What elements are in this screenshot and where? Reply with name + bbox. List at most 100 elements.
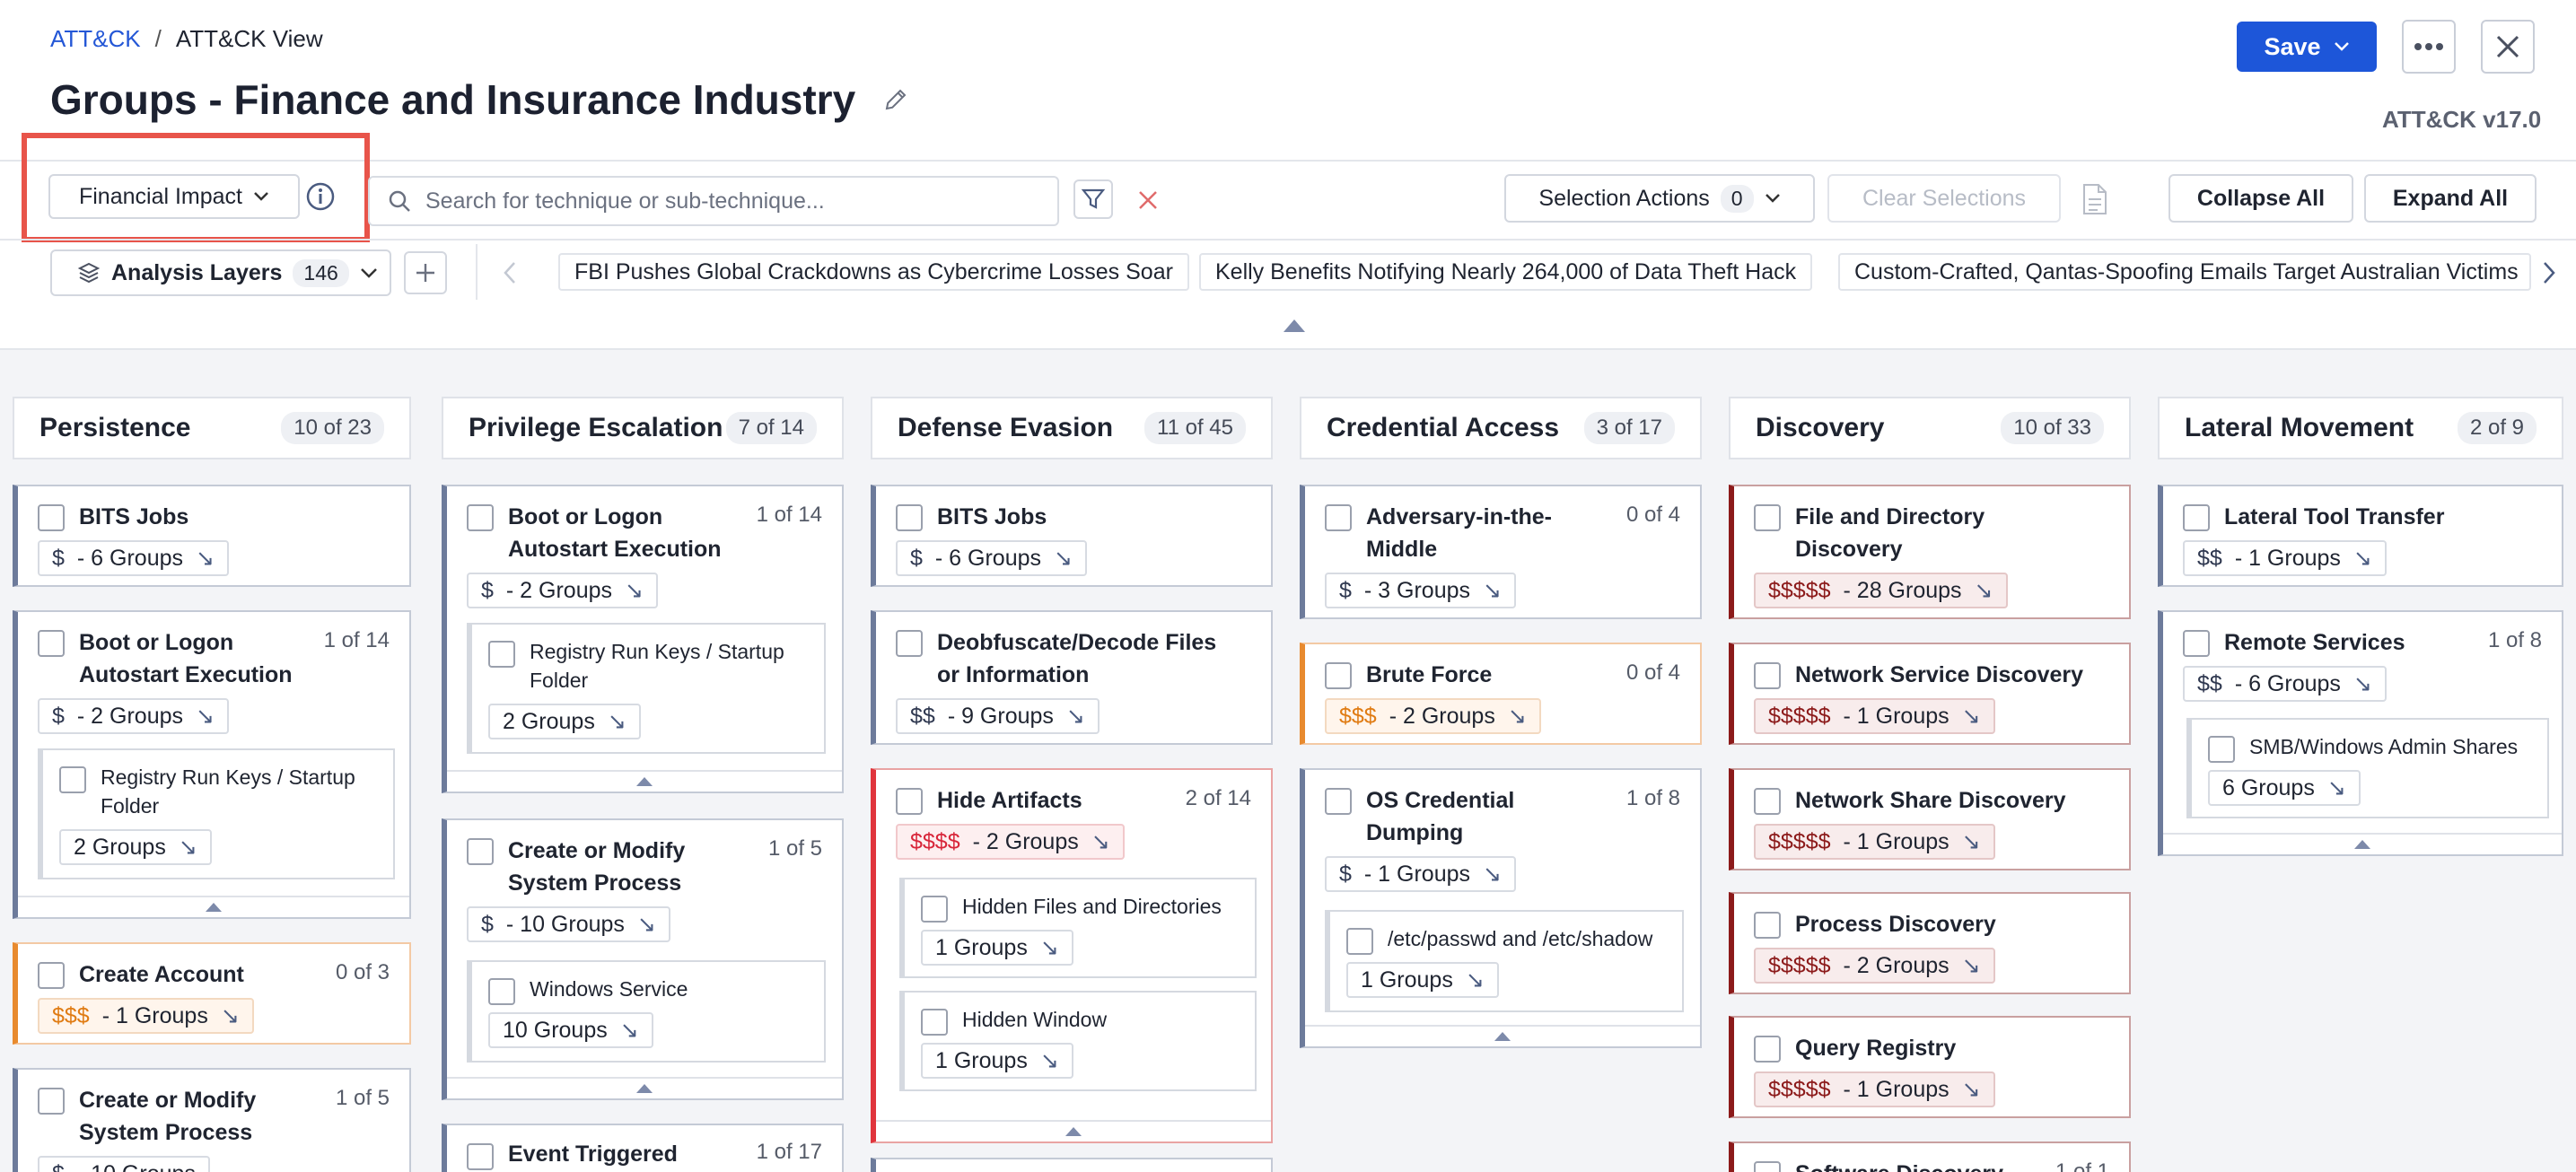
technique-card-network-service-discovery[interactable]: Network Service Discovery $$$$$ - 1 Group… bbox=[1729, 643, 2131, 745]
technique-card-lateral-tool-transfer[interactable]: Lateral Tool Transfer $$ - 1 Groups ↘ bbox=[2158, 485, 2563, 587]
technique-card-aitm[interactable]: Adversary-in-the- Middle 0 of 4 $ - 3 Grou… bbox=[1300, 485, 1702, 619]
expand-all-button[interactable]: Expand All bbox=[2364, 174, 2537, 223]
checkbox[interactable] bbox=[38, 962, 65, 989]
checkbox[interactable] bbox=[38, 504, 65, 531]
technique-card-brute-force[interactable]: Brute Force 0 of 4 $$$ - 2 Groups ↘ bbox=[1300, 643, 1702, 745]
groups-pill[interactable]: $ - 2 Groups ↘ bbox=[38, 698, 229, 734]
groups-pill[interactable]: $ - 10 Groups bbox=[38, 1156, 210, 1172]
groups-pill[interactable]: $ - 10 Groups ↘ bbox=[467, 906, 670, 942]
chevron-right-icon[interactable] bbox=[2542, 260, 2556, 285]
checkbox[interactable] bbox=[1754, 912, 1781, 939]
subtechnique-card[interactable]: Windows Service 10 Groups ↘ bbox=[467, 960, 826, 1063]
collapse-card-button[interactable] bbox=[1305, 1025, 1700, 1046]
groups-pill[interactable]: $$$$ - 2 Groups ↘ bbox=[896, 824, 1125, 860]
checkbox[interactable] bbox=[59, 766, 86, 793]
checkbox[interactable] bbox=[488, 641, 515, 668]
subtechnique-card[interactable]: SMB/Windows Admin Shares 6 Groups ↘ bbox=[2186, 718, 2549, 818]
checkbox[interactable] bbox=[467, 504, 494, 531]
groups-pill[interactable]: 2 Groups ↘ bbox=[59, 829, 212, 865]
groups-pill[interactable]: $ - 2 Groups ↘ bbox=[467, 573, 658, 608]
collapse-card-button[interactable] bbox=[18, 896, 409, 917]
technique-card-os-credential-dumping[interactable]: OS Credential Dumping 1 of 8 $ - 1 Groups ↘… bbox=[1300, 768, 1702, 1048]
technique-card-query-registry[interactable]: Query Registry $$$$$ - 1 Groups ↘ bbox=[1729, 1016, 2131, 1118]
document-icon[interactable] bbox=[2081, 183, 2109, 215]
groups-pill[interactable]: $$ - 1 Groups ↘ bbox=[2183, 540, 2387, 576]
technique-card-network-share-discovery[interactable]: Network Share Discovery $$$$$ - 1 Groups ↘ bbox=[1729, 768, 2131, 870]
groups-pill[interactable]: $$$ - 2 Groups ↘ bbox=[1325, 698, 1541, 734]
info-icon[interactable] bbox=[305, 181, 336, 212]
column-header-defense-evasion[interactable]: Defense Evasion 11 of 45 bbox=[871, 397, 1273, 459]
technique-search[interactable]: Search for technique or sub-technique... bbox=[368, 176, 1059, 226]
filter-button[interactable] bbox=[1073, 179, 1113, 219]
financial-impact-select[interactable]: Financial Impact bbox=[48, 174, 300, 219]
checkbox[interactable] bbox=[896, 788, 923, 815]
checkbox[interactable] bbox=[1754, 504, 1781, 531]
checkbox[interactable] bbox=[1754, 1036, 1781, 1063]
column-header-lateral-movement[interactable]: Lateral Movement 2 of 9 bbox=[2158, 397, 2563, 459]
checkbox[interactable] bbox=[1325, 662, 1352, 689]
technique-card-file-directory-discovery[interactable]: File and Directory Discovery $$$$$ - 28 Gr… bbox=[1729, 485, 2131, 619]
collapse-all-button[interactable]: Collapse All bbox=[2169, 174, 2353, 223]
subtechnique-card[interactable]: /etc/passwd and /etc/shadow 1 Groups ↘ bbox=[1325, 910, 1684, 1012]
technique-card-remote-services[interactable]: Remote Services 1 of 8 $$ - 6 Groups ↘ SMB… bbox=[2158, 610, 2563, 856]
groups-pill[interactable]: $ - 3 Groups ↘ bbox=[1325, 573, 1516, 608]
groups-pill[interactable]: $$$$$ - 1 Groups ↘ bbox=[1754, 698, 1995, 734]
technique-card-software-discovery[interactable]: Software Discovery 1 of 1 bbox=[1729, 1141, 2131, 1172]
subtechnique-card[interactable]: Registry Run Keys / Startup Folder 2 Grou… bbox=[38, 748, 395, 879]
checkbox[interactable] bbox=[38, 1088, 65, 1115]
checkbox[interactable] bbox=[2183, 504, 2210, 531]
groups-pill[interactable]: 2 Groups ↘ bbox=[488, 704, 641, 739]
add-layer-button[interactable] bbox=[404, 251, 447, 294]
groups-pill[interactable]: $ - 1 Groups ↘ bbox=[1325, 856, 1516, 892]
clear-selections-button[interactable]: Clear Selections bbox=[1827, 174, 2061, 223]
groups-pill[interactable]: 1 Groups ↘ bbox=[1346, 962, 1499, 998]
checkbox[interactable] bbox=[2183, 630, 2210, 657]
checkbox[interactable] bbox=[921, 896, 948, 923]
technique-card-process-discovery[interactable]: Process Discovery $$$$$ - 2 Groups ↘ bbox=[1729, 892, 2131, 994]
technique-card-boot-logon[interactable]: Boot or Logon Autostart Execution 1 of 14… bbox=[442, 485, 844, 793]
groups-pill[interactable]: $$$ - 1 Groups ↘ bbox=[38, 998, 254, 1034]
technique-card-deobfuscate[interactable]: Deobfuscate/Decode Files or Information $… bbox=[871, 610, 1273, 745]
checkbox[interactable] bbox=[1346, 928, 1373, 955]
close-button[interactable] bbox=[2481, 20, 2535, 74]
technique-card-event-triggered[interactable]: Event Triggered 1 of 17 bbox=[442, 1124, 844, 1172]
layer-chip-1[interactable]: FBI Pushes Global Crackdowns as Cybercri… bbox=[558, 253, 1189, 291]
groups-pill[interactable]: 10 Groups ↘ bbox=[488, 1012, 653, 1048]
groups-pill[interactable]: 1 Groups ↘ bbox=[921, 930, 1073, 966]
column-header-credential-access[interactable]: Credential Access 3 of 17 bbox=[1300, 397, 1702, 459]
selection-actions-dropdown[interactable]: Selection Actions 0 bbox=[1504, 174, 1815, 223]
checkbox[interactable] bbox=[467, 838, 494, 865]
checkbox[interactable] bbox=[1754, 1161, 1781, 1172]
breadcrumb-root-link[interactable]: ATT&CK bbox=[50, 25, 141, 52]
technique-card-partial[interactable] bbox=[871, 1158, 1273, 1172]
collapse-card-button[interactable] bbox=[876, 1120, 1271, 1141]
column-header-discovery[interactable]: Discovery 10 of 33 bbox=[1729, 397, 2131, 459]
checkbox[interactable] bbox=[896, 630, 923, 657]
collapse-card-button[interactable] bbox=[447, 1077, 842, 1098]
layer-chip-2[interactable]: Kelly Benefits Notifying Nearly 264,000 … bbox=[1199, 253, 1813, 291]
collapse-toolbar-arrow-icon[interactable] bbox=[1284, 319, 1305, 332]
chevron-left-icon[interactable] bbox=[503, 260, 517, 285]
layer-chip-3[interactable]: Custom-Crafted, Qantas-Spoofing Emails T… bbox=[1838, 253, 2531, 291]
column-header-privilege-escalation[interactable]: Privilege Escalation 7 of 14 bbox=[442, 397, 844, 459]
groups-pill[interactable]: $$$$$ - 28 Groups ↘ bbox=[1754, 573, 2008, 608]
checkbox[interactable] bbox=[896, 504, 923, 531]
technique-card-hide-artifacts[interactable]: Hide Artifacts 2 of 14 $$$$ - 2 Groups ↘ H… bbox=[871, 768, 1273, 1143]
checkbox[interactable] bbox=[1325, 504, 1352, 531]
groups-pill[interactable]: 6 Groups ↘ bbox=[2208, 770, 2361, 806]
collapse-card-button[interactable] bbox=[447, 770, 842, 792]
edit-pencil-icon[interactable] bbox=[882, 86, 909, 113]
technique-card-bits-jobs[interactable]: BITS Jobs $ - 6 Groups ↘ bbox=[13, 485, 411, 587]
column-header-persistence[interactable]: Persistence 10 of 23 bbox=[13, 397, 411, 459]
groups-pill[interactable]: $$$$$ - 1 Groups ↘ bbox=[1754, 1071, 1995, 1107]
checkbox[interactable] bbox=[467, 1143, 494, 1170]
technique-card-create-account[interactable]: Create Account 0 of 3 $$$ - 1 Groups ↘ bbox=[13, 942, 411, 1045]
checkbox[interactable] bbox=[1754, 788, 1781, 815]
clear-filter-icon[interactable] bbox=[1136, 188, 1160, 212]
groups-pill[interactable]: $$ - 9 Groups ↘ bbox=[896, 698, 1100, 734]
groups-pill[interactable]: $ - 6 Groups ↘ bbox=[896, 540, 1087, 576]
subtechnique-card[interactable]: Registry Run Keys / Startup Folder 2 Grou… bbox=[467, 623, 826, 754]
technique-card-bits-jobs[interactable]: BITS Jobs $ - 6 Groups ↘ bbox=[871, 485, 1273, 587]
